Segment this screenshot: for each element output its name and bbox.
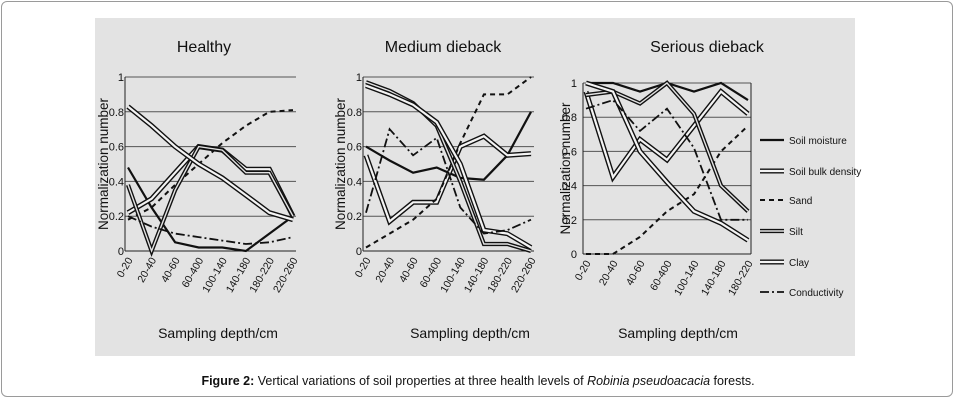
series-clay [126,104,294,223]
y-tick-label: 0.8 [109,107,124,119]
series-silt [126,144,295,258]
y-tick-label: 0.2 [562,215,577,227]
series-conductivity-line [585,99,748,221]
y-tick-label: 0 [571,249,577,261]
y-tick-label: 0.8 [347,107,362,119]
caption-species: Robinia pseudoacacia [587,374,711,388]
series-silt-outer [365,80,532,254]
series-sand [127,109,294,221]
caption-text-end: forests. [710,374,755,388]
x-axis-label: Sampling depth/cm [158,325,278,341]
y-tick-label: 0 [356,246,362,258]
y-tick-label: 1 [118,72,124,84]
plot-background [95,18,855,356]
series-clay-inner [585,81,749,242]
series-clay-inner [365,84,532,249]
series-sand [586,125,749,255]
series-soil-bulk-density-inner [584,90,749,180]
series-soil-bulk-density [583,88,750,183]
series-silt [365,80,532,254]
series-silt-inner [365,81,532,252]
y-tick-label: 0.4 [109,176,124,188]
y-tick-label: 1 [571,78,577,90]
x-tick-label: 0-20 [115,255,136,279]
series-conductivity [585,99,748,221]
y-tick-label: 0.8 [562,112,577,124]
series-clay [365,83,533,250]
x-tick-label: 20-40 [135,255,159,284]
series-conductivity [365,127,532,235]
series-silt-outer [585,80,750,213]
y-tick-label: 0.2 [347,211,362,223]
caption-text: Vertical variations of soil properties a… [254,374,588,388]
x-tick-label: 0-20 [353,255,374,279]
y-axis-label: Normalization number [558,102,573,235]
series-sand-line [127,109,294,221]
figure-caption: Figure 2: Vertical variations of soil pr… [0,374,956,388]
series-clay-inner [127,105,294,221]
x-tick-label: 40-60 [624,258,648,287]
x-tick-label: 180-220 [726,258,756,298]
y-tick-label: 0.4 [347,176,362,188]
y-tick-label: 0 [118,246,124,258]
y-tick-label: 0.4 [562,181,577,193]
x-tick-label: 40-60 [397,255,421,284]
x-tick-label: 20-40 [373,255,397,284]
series-sand-line [586,125,749,255]
y-axis-label: Normalization number [333,97,348,230]
series-clay-outer [126,104,294,223]
legend-label: Clay [789,258,809,269]
y-axis-label: Normalization number [96,97,111,230]
chart-title: Medium dieback [385,39,503,56]
legend-label: Soil moisture [789,136,847,147]
series-clay [585,80,750,243]
y-tick-label: 0.6 [562,146,577,158]
y-tick-label: 1 [356,72,362,84]
series-silt [585,80,750,213]
series-sand-line [365,76,532,249]
y-tick-label: 0.2 [109,211,124,223]
series-silt-inner [585,82,749,212]
legend-label: Sand [789,196,812,207]
series-soil-moisture-line [127,166,294,253]
x-tick-label: 20-40 [597,258,621,287]
x-tick-label: 40-60 [159,255,183,284]
caption-label: Figure 2: [201,374,255,388]
x-tick-label: 100-140 [672,258,702,298]
legend-label: Silt [789,227,803,238]
series-soil-moisture [127,166,294,253]
series-sand [365,76,532,249]
series-soil-bulk-density-outer [583,88,750,183]
series-conductivity [127,215,294,245]
series-silt-inner [127,145,294,254]
x-tick-label: 0-20 [573,258,594,282]
series-conductivity-line [365,127,532,235]
y-tick-label: 0.6 [109,142,124,154]
series-conductivity-line [127,215,294,245]
x-tick-label: 140-180 [699,258,729,298]
chart-title: Serious dieback [650,39,765,56]
y-tick-label: 0.6 [347,142,362,154]
x-tick-label: 60-400 [648,258,675,292]
legend-label: Conductivity [789,288,843,299]
legend-label: Soil bulk density [789,167,861,178]
x-axis-label: Sampling depth/cm [618,325,738,341]
x-axis-label: Sampling depth/cm [410,325,530,341]
chart-title: Healthy [177,39,231,56]
